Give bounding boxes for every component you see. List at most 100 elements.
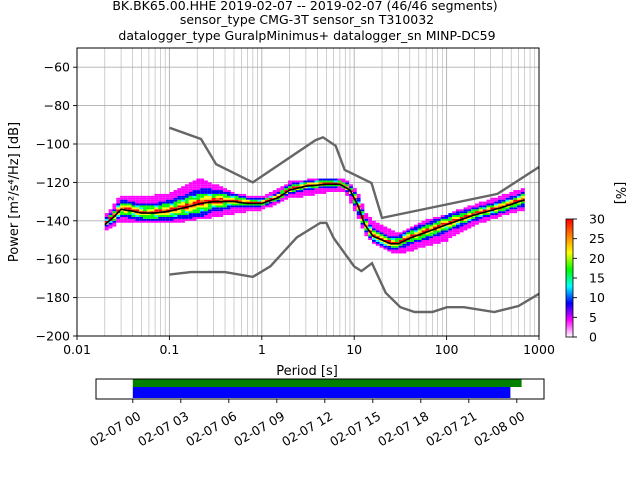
psd-cell (417, 230, 422, 233)
psd-cell (158, 213, 163, 216)
psd-cell (139, 205, 143, 208)
title-line-1: BK.BK65.00.HHE 2019-02-07 -- 2019-02-07 … (112, 0, 497, 13)
psd-cell (352, 195, 357, 198)
psd-cell (513, 211, 518, 214)
psd-cell (146, 197, 151, 200)
psd-cell (120, 195, 124, 198)
psd-cell (284, 188, 289, 191)
psd-cell (517, 203, 521, 206)
psd-cell (253, 195, 258, 198)
psd-cell (223, 193, 227, 196)
psd-cell (173, 215, 178, 217)
psd-cell (200, 188, 205, 191)
psd-cell (200, 182, 205, 185)
psd-cell (207, 184, 212, 187)
psd-cell (303, 192, 308, 194)
psd-cell (184, 195, 189, 198)
psd-cell (467, 213, 472, 216)
y-tick-label: −100 (36, 137, 70, 152)
psd-cell (318, 190, 323, 192)
psd-cell (188, 182, 193, 185)
psd-cell (429, 224, 434, 227)
psd-cell (154, 205, 159, 208)
psd-cell (295, 184, 300, 187)
psd-cell (123, 201, 128, 204)
psd-cell (272, 195, 277, 198)
psd-cell (196, 192, 201, 194)
psd-cell (448, 232, 453, 235)
psd-cell (120, 207, 124, 210)
psd-cell (192, 216, 197, 219)
psd-cell (360, 222, 365, 225)
psd-cell (177, 215, 182, 217)
psd-cell (494, 211, 498, 214)
psd-cell (177, 209, 182, 212)
psd-cell (497, 201, 502, 204)
psd-cell (444, 228, 449, 231)
psd-cell (204, 188, 208, 191)
psd-cell (501, 197, 506, 200)
psd-cell (265, 201, 269, 204)
psd-cell (200, 184, 205, 187)
psd-cell (490, 203, 495, 206)
psd-cell (497, 215, 502, 217)
psd-cell (410, 249, 414, 252)
psd-cell (455, 216, 460, 219)
psd-cell (215, 188, 220, 191)
psd-cell (501, 213, 506, 216)
psd-cell (314, 188, 319, 191)
psd-cell (368, 234, 373, 237)
psd-cell (288, 193, 292, 196)
psd-cell (402, 232, 407, 235)
psd-cell (123, 203, 128, 206)
psd-cell (307, 180, 311, 183)
psd-cell (135, 215, 140, 217)
psd-cell (452, 215, 456, 217)
psd-cell (421, 240, 426, 242)
psd-cell (162, 195, 166, 198)
psd-cell (181, 193, 185, 196)
psd-cell (364, 222, 369, 225)
psd-cell (165, 197, 170, 200)
psd-cell (406, 234, 411, 237)
psd-cell (127, 220, 132, 223)
psd-cell (238, 193, 243, 196)
psd-cell (242, 199, 247, 202)
psd-cell (280, 192, 285, 194)
psd-cell (421, 230, 426, 233)
psd-cell (192, 188, 197, 191)
psd-cell (368, 218, 373, 221)
psd-cell (467, 211, 472, 214)
psd-cell (413, 226, 418, 229)
psd-cell (467, 207, 472, 210)
psd-cell (314, 190, 319, 192)
psd-cell (440, 236, 445, 239)
coverage-tick-label: 02-07 00 (87, 408, 143, 449)
psd-cell (196, 211, 201, 214)
psd-cell (333, 186, 338, 189)
psd-cell (276, 197, 281, 200)
psd-cell (307, 188, 311, 191)
colorbar-tick-label: 10 (589, 290, 605, 305)
psd-cell (146, 205, 151, 208)
psd-cell (322, 190, 327, 192)
psd-cell (379, 243, 384, 246)
psd-cell (387, 238, 392, 240)
psd-cell (517, 195, 521, 198)
psd-cell (169, 216, 174, 219)
psd-cell (135, 197, 140, 200)
x-axis-label: Period [s] (276, 364, 338, 379)
psd-cell (440, 238, 445, 240)
psd-cell (150, 213, 155, 216)
psd-cell (410, 247, 414, 250)
psd-cell (433, 230, 437, 233)
psd-cell (425, 238, 430, 240)
psd-cell (253, 207, 258, 210)
psd-cell (497, 205, 502, 208)
psd-cell (120, 211, 124, 214)
psd-cell (497, 197, 502, 200)
psd-cell (165, 193, 170, 196)
psd-cell (162, 197, 166, 200)
psd-cell (181, 205, 185, 208)
psd-cell (219, 199, 224, 202)
